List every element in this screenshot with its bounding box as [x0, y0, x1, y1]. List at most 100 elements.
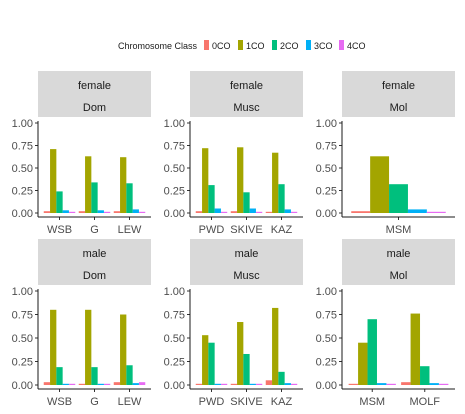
bar-skive-1co [237, 322, 244, 385]
y-tick-label: 0.75 [316, 310, 337, 322]
bar-molf-1co [410, 313, 421, 385]
bar-molf-4co [438, 383, 449, 385]
facet-strip [38, 71, 151, 117]
bar-skive-2co [243, 353, 250, 385]
legend-label-4co: 4CO [347, 41, 366, 51]
bar-skive-0co [230, 383, 238, 385]
bar-wsb-4co [68, 211, 76, 213]
legend-key-0co [204, 40, 209, 50]
y-tick-label: 0.75 [164, 310, 185, 322]
y-tick-label: 0.25 [164, 186, 185, 198]
facet-strip [342, 71, 455, 117]
y-tick-label: 0.50 [316, 163, 337, 175]
y-tick-label: 0.50 [164, 163, 185, 175]
facet-strip [342, 239, 455, 285]
y-tick-label: 0.25 [12, 357, 33, 369]
bar-pwd-4co [220, 211, 228, 213]
legend-items: 0CO 1CO 2CO 3CO 4CO [204, 40, 366, 51]
bar-skive-3co [249, 208, 256, 213]
bar-wsb-1co [50, 309, 57, 385]
bar-wsb-2co [56, 367, 63, 385]
legend-label-0co: 0CO [212, 41, 231, 51]
bar-msm-2co [367, 319, 377, 385]
bar-molf-2co [420, 366, 430, 385]
strip-label-sex: female [382, 80, 415, 92]
bar-lew-2co [126, 183, 133, 213]
panel-female-dom: female Dom 0.00 0.25 0.50 0.75 1.00 WSB G LEW [12, 71, 151, 236]
bar-pwd-2co [208, 185, 215, 213]
legend-key-2co [272, 40, 277, 50]
y-tick-label: 0.00 [164, 208, 185, 220]
legend: Chromosome Class 0CO 1CO 2CO 3CO 4CO [118, 40, 366, 51]
y-tick-label: 0.25 [316, 357, 337, 369]
facet-strip [190, 71, 303, 117]
x-tick-label: SKIVE [230, 224, 262, 236]
x-tick-label: PWD [199, 224, 225, 236]
y-tick-label: 0.00 [164, 380, 185, 392]
y-tick-label: 1.00 [316, 286, 337, 298]
bar-skive-0co [230, 211, 238, 213]
y-tick-label: 0.00 [316, 208, 337, 220]
bar-skive-1co [237, 147, 244, 213]
legend-title: Chromosome Class [118, 41, 198, 51]
bar-kaz-4co [290, 211, 298, 213]
strip-label-sex: male [83, 248, 107, 260]
bar-molf-3co [429, 383, 439, 385]
y-tick-label: 0.75 [12, 141, 33, 153]
bar-g-0co [78, 211, 86, 213]
bar-g-0co [78, 383, 86, 385]
bar-skive-3co [249, 383, 256, 385]
facet-strip [190, 239, 303, 285]
bar-kaz-0co [265, 380, 273, 385]
y-tick-label: 0.75 [164, 141, 185, 153]
bar-g-1co [85, 309, 92, 385]
x-tick-label: G [90, 224, 99, 236]
bar-msm-3co [407, 209, 427, 213]
bar-kaz-2co [278, 184, 285, 213]
strip-label-subspecies: Musc [233, 102, 260, 114]
strip-label-sex: male [387, 248, 411, 260]
bar-pwd-4co [220, 383, 228, 385]
bar-wsb-4co [68, 383, 76, 385]
strip-label-sex: male [235, 248, 259, 260]
y-tick-label: 0.50 [164, 333, 185, 345]
y-tick-label: 0.50 [12, 333, 33, 345]
bar-msm-4co [386, 383, 396, 385]
x-tick-label: LEW [118, 224, 142, 236]
panel-female-musc: female Musc 0.00 0.25 0.50 0.75 1.00 PWD SKIVE KA… [164, 71, 303, 236]
panel-male-mol: male Mol 0.00 0.25 0.50 0.75 1.00 MSM MOLF [316, 239, 455, 408]
bar-pwd-2co [208, 342, 215, 385]
strip-label-subspecies: Mol [390, 270, 408, 282]
bar-wsb-2co [56, 191, 63, 213]
bar-g-2co [91, 367, 98, 385]
bar-kaz-0co [265, 211, 273, 213]
bar-kaz-3co [284, 209, 291, 213]
y-tick-label: 0.00 [12, 380, 33, 392]
y-tick-label: 1.00 [12, 118, 33, 130]
bar-lew-3co [132, 209, 139, 213]
legend-label-2co: 2CO [280, 41, 299, 51]
x-tick-label: G [90, 396, 99, 408]
panel-female-mol: female Mol 0.00 0.25 0.50 0.75 1.00 MSM [316, 71, 455, 236]
bar-molf-0co [401, 382, 411, 385]
bar-wsb-0co [43, 211, 51, 213]
legend-label-1co: 1CO [246, 41, 265, 51]
bar-lew-2co [126, 365, 133, 385]
bar-kaz-2co [278, 371, 285, 385]
y-tick-label: 0.50 [316, 333, 337, 345]
legend-key-4co [339, 40, 344, 50]
y-tick-label: 0.00 [316, 380, 337, 392]
bar-lew-1co [120, 157, 127, 213]
y-tick-label: 0.50 [12, 163, 33, 175]
y-tick-label: 0.25 [12, 186, 33, 198]
bar-skive-4co [255, 383, 263, 385]
y-tick-label: 1.00 [164, 118, 185, 130]
strip-label-subspecies: Musc [233, 270, 260, 282]
y-tick-label: 0.25 [316, 186, 337, 198]
strip-label-subspecies: Dom [83, 270, 106, 282]
strip-label-sex: female [78, 80, 111, 92]
strip-label-sex: female [230, 80, 263, 92]
bar-g-1co [85, 156, 92, 213]
bar-wsb-1co [50, 149, 57, 213]
